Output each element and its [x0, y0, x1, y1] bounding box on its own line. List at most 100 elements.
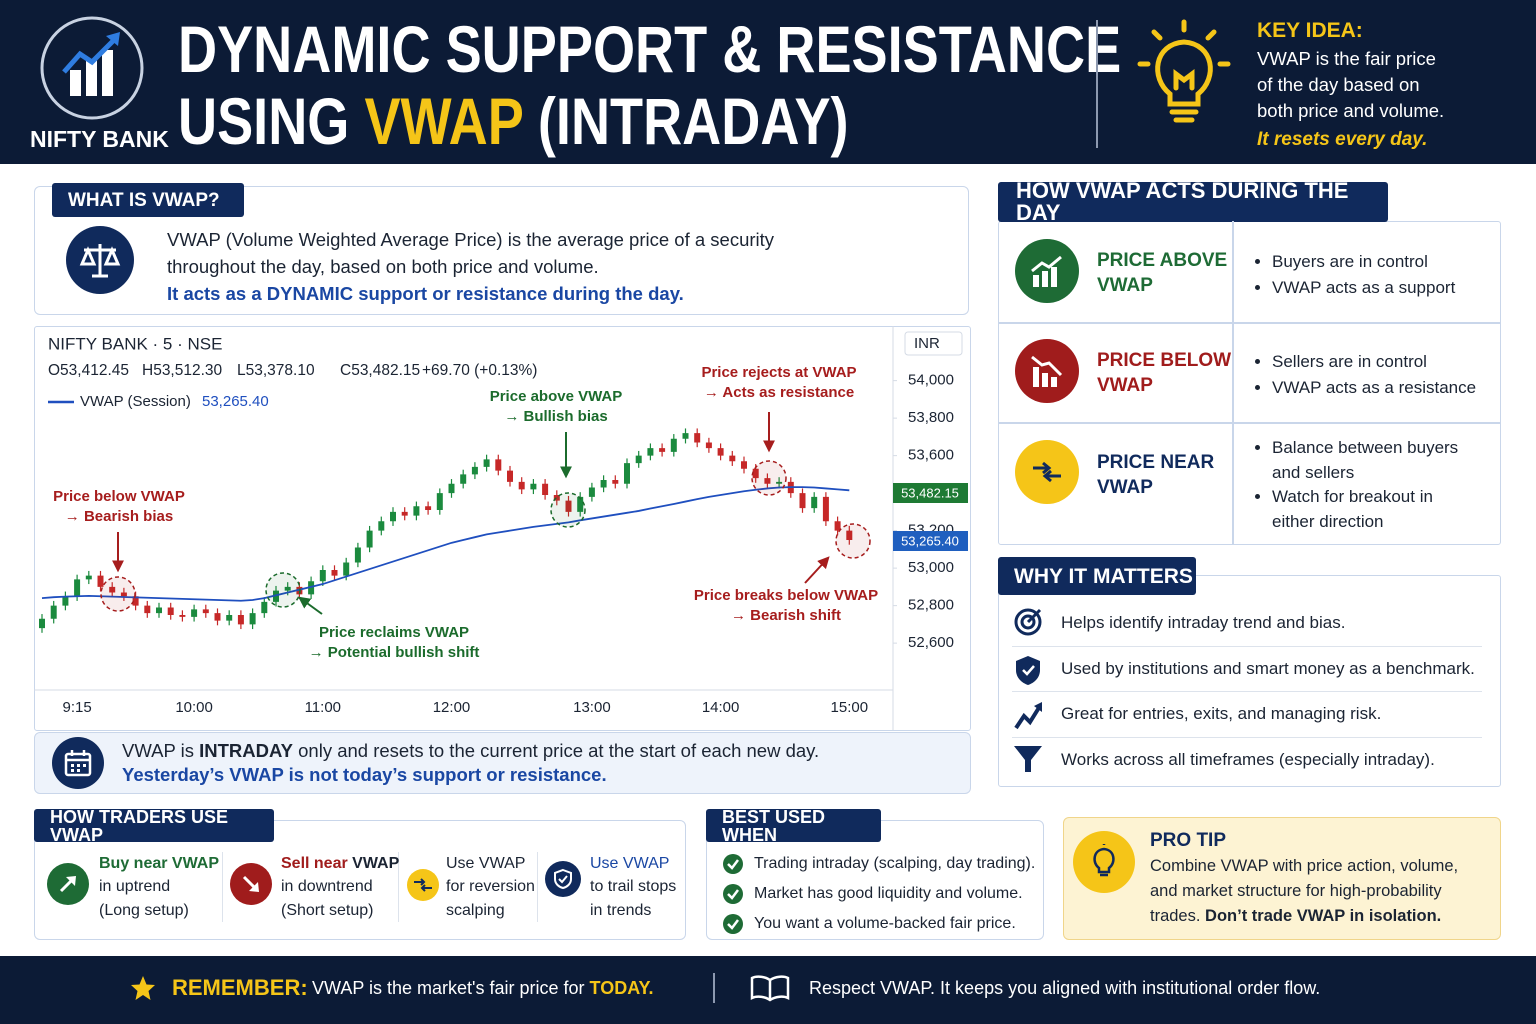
divider: [1096, 20, 1098, 148]
row-label: PRICE NEAR: [1097, 452, 1215, 473]
annotation-text: Price rejects at VWAP: [701, 364, 856, 381]
text: trades.: [1150, 907, 1201, 925]
chart-title: NIFTY BANK · 5 · NSE: [48, 334, 222, 353]
text: VWAP is the market's fair price for: [312, 978, 585, 998]
star-icon: [131, 976, 155, 1000]
row-separator: [1012, 737, 1482, 738]
section-tab: HOW TRADERS USE VWAP: [34, 808, 274, 844]
point: VWAP acts as a resistance: [1272, 375, 1492, 401]
point: Balance between buyers and sellers: [1272, 436, 1467, 485]
candle-body: [822, 496, 829, 522]
remember: REMEMBER:: [172, 975, 308, 1000]
x-tick-label: 10:00: [175, 699, 213, 716]
candle-body: [448, 483, 455, 494]
candle-body: [612, 480, 619, 484]
candle-body: [565, 500, 572, 512]
candle-body: [226, 615, 233, 621]
candle-body: [670, 438, 677, 452]
annotation-circle: [100, 576, 136, 612]
divider: [713, 973, 715, 1003]
annotation-arrow: [804, 556, 830, 584]
section-tab: HOW VWAP ACTS DURING THE DAY: [998, 180, 1388, 224]
column-separator: [1232, 221, 1234, 545]
trend-down-icon: [1015, 339, 1079, 403]
logo: [40, 16, 144, 120]
y-tick-label: 53,000: [908, 559, 954, 576]
check-icons: [723, 854, 743, 934]
x-tick-label: 12:00: [433, 699, 471, 716]
why-item: Great for entries, exits, and managing r…: [1061, 704, 1382, 723]
ohlc: H53,512.30: [142, 362, 223, 379]
candle-body: [483, 459, 490, 467]
candle-body: [343, 562, 350, 576]
price-tag: [893, 483, 968, 503]
pro-tip-line: trades. Don’t trade VWAP in isolation.: [1150, 908, 1441, 925]
price-tag-label: 53,482.15: [901, 485, 959, 500]
title-line-1: DYNAMIC SUPPORT & RESISTANCE: [178, 12, 1122, 86]
what-is-highlight: It acts as a DYNAMIC support or resistan…: [167, 283, 684, 304]
candle-body: [202, 609, 209, 614]
legend-value: 53,265.40: [202, 393, 269, 410]
candle-body: [717, 448, 724, 456]
candle-body: [261, 601, 268, 614]
currency-box: [904, 331, 963, 356]
price-tag: [893, 531, 968, 551]
candle-body: [319, 570, 326, 582]
buy-icon: [47, 863, 89, 905]
candle-body: [682, 433, 689, 439]
trader-line: in trends: [590, 902, 652, 919]
candle-body: [50, 605, 57, 619]
trader-line: (Long setup): [99, 902, 189, 919]
footer-right: Respect VWAP. It keeps you aligned with …: [809, 978, 1321, 998]
candle-body: [179, 615, 186, 617]
pro-tip-line: and market structure for high-probabilit…: [1150, 882, 1442, 900]
trader-lead: Use VWAP: [446, 855, 526, 872]
candle-body: [191, 609, 198, 617]
key-idea-note: It resets every day.: [1257, 129, 1428, 150]
bulb-icon: [1137, 19, 1231, 123]
candle-body: [401, 511, 408, 516]
pro-tip-title: PRO TIP: [1150, 830, 1227, 851]
chart: INR NIFTY BANK · 5 · NSE O53,412.45 H53,…: [34, 326, 968, 730]
candle-body: [635, 455, 642, 464]
candle-body: [764, 478, 771, 484]
point: Buyers are in control: [1272, 249, 1492, 275]
separator: [398, 852, 399, 922]
shield-icon: [545, 861, 581, 897]
x-tick-label: 11:00: [305, 699, 341, 716]
y-tick-label: 53,800: [908, 409, 954, 426]
sell-icon: [230, 863, 272, 905]
candle-body: [647, 448, 654, 456]
trader-line: to trail stops: [590, 878, 677, 895]
why-icons: [1014, 608, 1042, 772]
y-tick-label: 52,800: [908, 597, 954, 614]
candle-body: [39, 618, 45, 629]
badge: NIFTY BANK: [30, 126, 169, 152]
key-idea-line: of the day based on: [1257, 74, 1420, 95]
annotation-text: → Bearish shift: [731, 607, 841, 624]
section-tab: BEST USED WHEN: [706, 808, 881, 844]
text: only and resets to the current price at …: [298, 740, 820, 761]
candle-body: [144, 605, 151, 614]
reversion-icon: [407, 869, 439, 901]
key-idea-line: both price and volume.: [1257, 100, 1445, 121]
candle-body: [378, 521, 385, 531]
annotation-arrow: [298, 596, 323, 615]
scale-icon: [66, 226, 134, 294]
intraday-line: VWAP is INTRADAY only and resets to the …: [122, 740, 820, 761]
row-separator: [1012, 691, 1482, 692]
candle-body: [811, 496, 818, 509]
candle-body: [729, 455, 736, 462]
title-line-2: USING VWAP (INTRADAY): [178, 88, 849, 154]
candle-body: [705, 442, 712, 449]
y-tick-label: 53,600: [908, 447, 954, 464]
best-item: Market has good liquidity and volume.: [754, 885, 1023, 902]
row-label: PRICE ABOVE: [1097, 250, 1228, 271]
candle-body: [74, 579, 81, 597]
candle-body: [97, 575, 104, 587]
y-tick-label: 52,600: [908, 634, 954, 651]
candle-body: [530, 483, 537, 490]
best-item: Trading intraday (scalping, day trading)…: [754, 855, 1036, 872]
candle-body: [495, 459, 502, 471]
trader-line: scalping: [446, 902, 505, 919]
